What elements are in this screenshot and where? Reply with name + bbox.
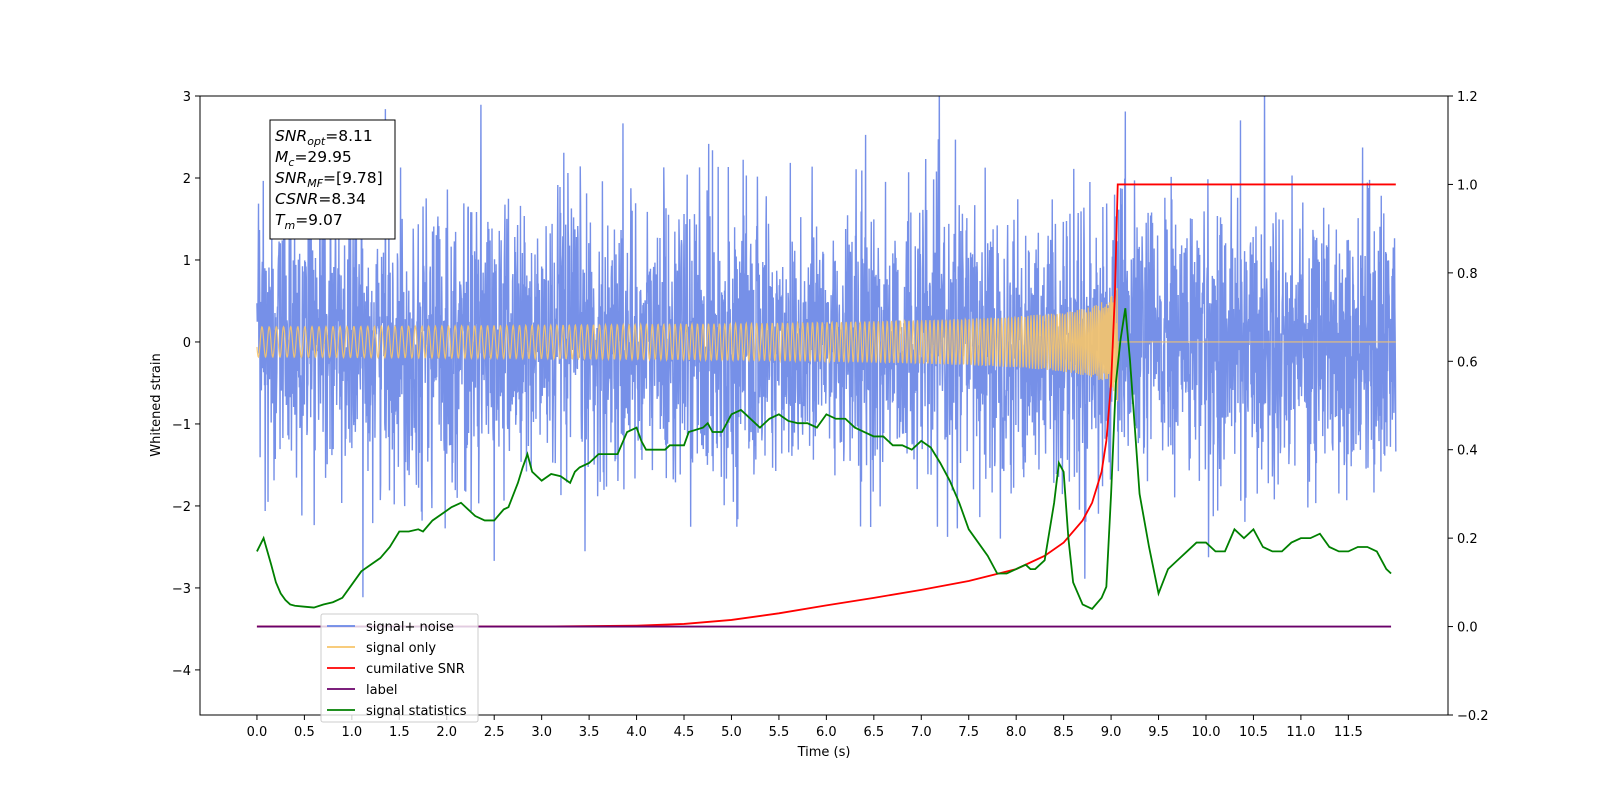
x-tick-label: 2.5 <box>484 725 505 740</box>
x-tick-label: 6.5 <box>863 725 884 740</box>
y2-tick-label: 1.2 <box>1457 90 1478 105</box>
y2-tick-label: 0.6 <box>1457 355 1478 370</box>
y2-tick-label: 0.2 <box>1457 532 1478 547</box>
series-signal-only-line <box>256 285 1396 402</box>
legend-label: cumilative SNR <box>366 662 465 677</box>
x-tick-label: 9.5 <box>1148 725 1169 740</box>
y-tick-label: −3 <box>172 582 191 597</box>
x-tick-label: 3.5 <box>579 725 600 740</box>
y-tick-label: −1 <box>172 418 191 433</box>
x-tick-label: 11.0 <box>1286 725 1315 740</box>
series-signal-noise-line <box>256 96 1397 598</box>
x-tick-label: 1.0 <box>342 725 363 740</box>
legend-label: signal+ noise <box>366 620 454 635</box>
y-tick-label: 2 <box>183 172 191 187</box>
legend-frame <box>320 613 479 723</box>
x-axis: 0.0 0.5 1.0 1.5 2.0 2.5 3.0 3.5 4.0 4.5 5.0 5.5 6.0 6… <box>247 715 1363 740</box>
y2-tick-label: 0.0 <box>1457 621 1478 636</box>
y-axis-right: 1.2 1.0 0.8 0.6 0.4 0.2 0.0 −0.2 <box>1448 90 1489 724</box>
y-tick-label: 3 <box>183 90 191 105</box>
legend-label: signal statistics <box>366 704 467 719</box>
x-tick-label: 7.5 <box>958 725 979 740</box>
y2-tick-label: −0.2 <box>1457 709 1489 724</box>
x-tick-label: 5.5 <box>769 725 790 740</box>
x-tick-label: 9.0 <box>1101 725 1122 740</box>
x-tick-label: 4.0 <box>626 725 647 740</box>
series-signal-statistics-line <box>256 308 1392 610</box>
plot-frame <box>199 95 1449 716</box>
y-tick-label: −2 <box>172 500 191 515</box>
x-tick-label: 1.5 <box>389 725 410 740</box>
x-tick-label: 7.0 <box>911 725 932 740</box>
y2-tick-label: 1.0 <box>1457 178 1478 193</box>
info-box: SNRopt=8.11Mc=29.95SNRMF=[9.78]CSNR=8.34… <box>269 119 396 240</box>
y2-tick-label: 0.4 <box>1457 444 1478 459</box>
x-tick-label: 8.5 <box>1053 725 1074 740</box>
x-tick-label: 10.5 <box>1239 725 1268 740</box>
x-tick-label: 0.5 <box>294 725 315 740</box>
x-tick-label: 0.0 <box>247 725 268 740</box>
info-box-line: SNRopt=8.11 <box>275 127 373 148</box>
x-tick-label: 6.0 <box>816 725 837 740</box>
y2-tick-label: 0.8 <box>1457 267 1478 282</box>
y-tick-label: −4 <box>172 664 191 679</box>
y-axis-left: 3 2 1 0 −1 −2 −3 −4 <box>172 90 200 679</box>
x-tick-label: 2.0 <box>436 725 457 740</box>
legend-label: label <box>366 683 397 698</box>
x-tick-label: 3.0 <box>531 725 552 740</box>
x-tick-label: 8.0 <box>1006 725 1027 740</box>
x-axis-label: Time (s) <box>797 745 851 760</box>
x-tick-label: 11.5 <box>1334 725 1363 740</box>
info-box-line: CSNR=8.34 <box>275 190 366 208</box>
info-box-line: SNRMF=[9.78] <box>275 169 383 190</box>
info-box-line: Mc=29.95 <box>275 148 352 169</box>
x-tick-label: 4.5 <box>674 725 695 740</box>
y-tick-label: 1 <box>183 254 191 269</box>
x-tick-label: 10.0 <box>1192 725 1221 740</box>
y-tick-label: 0 <box>183 336 191 351</box>
x-tick-label: 5.0 <box>721 725 742 740</box>
info-box-frame <box>269 119 396 240</box>
y-axis-label: Whitened strain <box>149 353 164 456</box>
legend-label: signal only <box>366 641 436 656</box>
legend: signal+ noise signal only cumilative SNR la… <box>320 613 479 723</box>
info-box-line: Tm=9.07 <box>275 211 343 232</box>
